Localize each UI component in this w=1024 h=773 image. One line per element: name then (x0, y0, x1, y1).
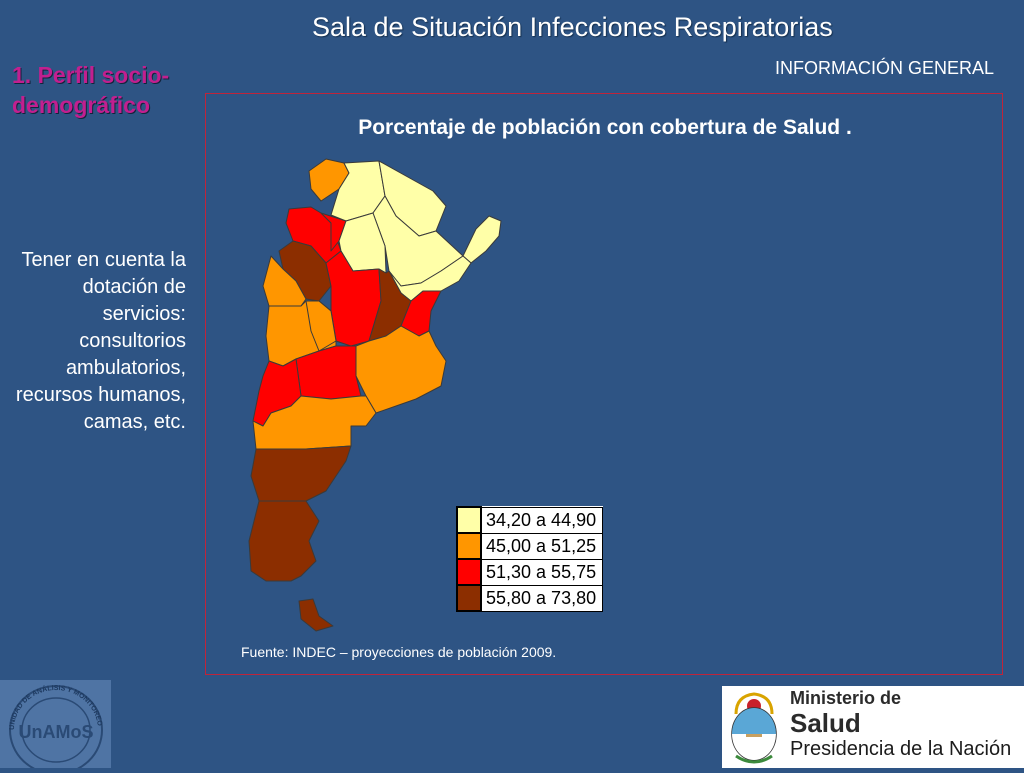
legend-label: 55,80 a 73,80 (480, 584, 604, 612)
province-buenos-aires[interactable] (355, 325, 447, 414)
province-san-juan[interactable] (262, 255, 307, 307)
legend-label: 45,00 a 51,25 (480, 532, 604, 560)
ministry-logo: Ministerio de Salud Presidencia de la Na… (722, 686, 1024, 768)
province-tucuman[interactable] (320, 212, 347, 252)
legend-label: 34,20 a 44,90 (480, 506, 604, 534)
source-note: Fuente: INDEC – proyecciones de població… (241, 644, 557, 660)
map-panel: Porcentaje de población con cobertura de… (205, 93, 1003, 675)
legend-swatch (456, 558, 482, 586)
argentina-coat-of-arms-icon (731, 692, 777, 764)
unamos-logo: UNIDAD DE ANÁLISIS Y MONITOREO DE LA SAL… (0, 675, 111, 773)
legend-item: 34,20 a 44,90 (456, 506, 604, 534)
legend-swatch (456, 532, 482, 560)
legend-label: 51,30 a 55,75 (480, 558, 604, 586)
legend-swatch (456, 506, 482, 534)
province-tierra-del-fuego[interactable] (298, 598, 334, 632)
province-misiones[interactable] (462, 215, 502, 264)
ministry-name-line2: Salud (790, 708, 861, 738)
legend-swatch (456, 584, 482, 612)
map-title: Porcentaje de población con cobertura de… (358, 116, 852, 139)
unamos-text: UnAMoS (19, 722, 94, 742)
province-san-luis[interactable] (305, 300, 337, 352)
page-title: Sala de Situación Infecciones Respirator… (312, 12, 833, 42)
province-rio-negro[interactable] (252, 395, 377, 450)
province-santa-cruz[interactable] (248, 500, 320, 582)
legend-item: 55,80 a 73,80 (456, 584, 604, 612)
legend-item: 51,30 a 55,75 (456, 558, 604, 586)
section-heading: 1. Perfil socio-demográfico (12, 62, 170, 118)
unamos-seal-icon: UNIDAD DE ANÁLISIS Y MONITOREO DE LA SAL… (0, 675, 103, 773)
section-label: INFORMACIÓN GENERAL (774, 58, 994, 78)
ministry-name-line1: Ministerio de (790, 688, 902, 708)
map-legend: 34,20 a 44,90 45,00 a 51,25 51,30 a 55,7… (456, 506, 604, 612)
argentina-map (248, 158, 502, 632)
province-chubut[interactable] (250, 445, 352, 502)
legend-item: 45,00 a 51,25 (456, 532, 604, 560)
side-note: Tener en cuenta la dotación de servicios… (15, 249, 186, 433)
ministry-name-line3: Presidencia de la Nación (790, 738, 1012, 760)
